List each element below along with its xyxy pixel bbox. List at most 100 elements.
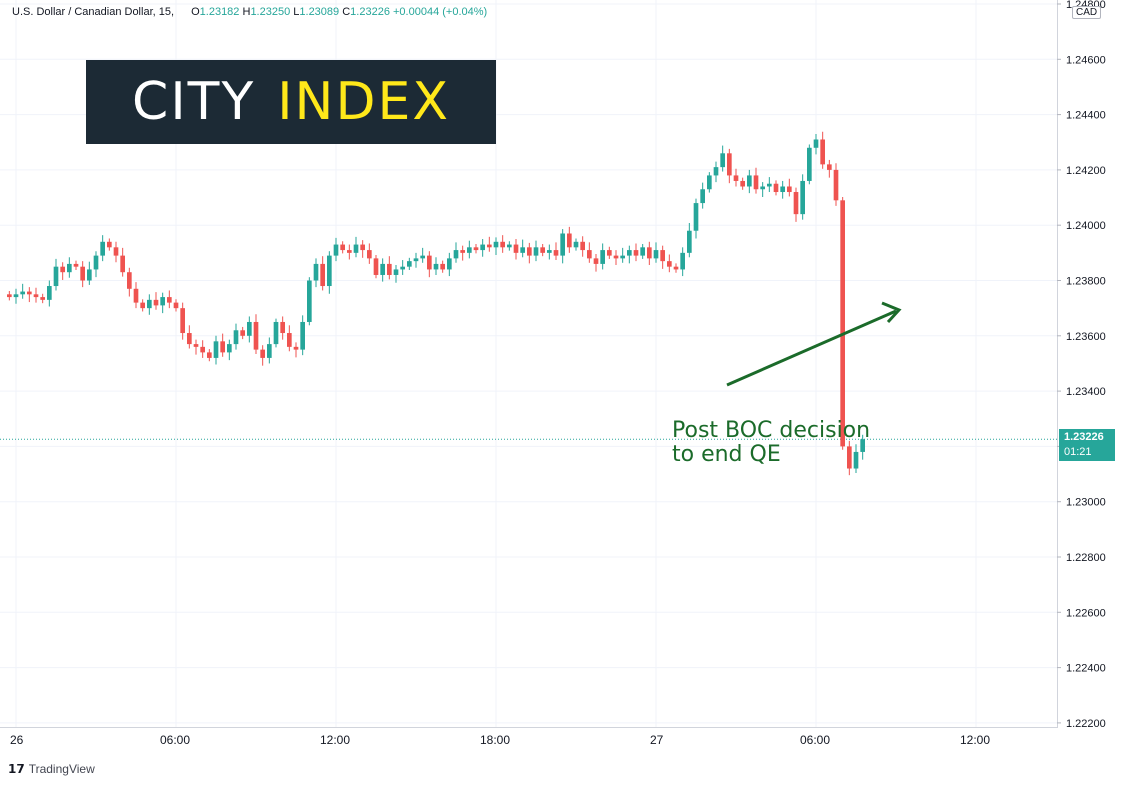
low-value: 1.23089 (299, 6, 340, 18)
candle-body (720, 153, 725, 168)
candle-body (67, 263, 72, 273)
candle-body (367, 250, 372, 259)
x-tick-label: 26 (10, 733, 24, 747)
candle-body (800, 180, 805, 215)
tradingview-footer[interactable]: 𝟭𝟳 TradingView (8, 762, 95, 776)
y-tick-label: 1.23800 (1066, 276, 1106, 288)
candle-body (567, 233, 572, 248)
candle-body (113, 247, 119, 256)
open-label: O (191, 6, 200, 18)
candle-body (440, 263, 445, 270)
candle-body (87, 269, 92, 281)
candle-body (707, 175, 712, 190)
candle-body (813, 139, 819, 148)
high-value: 1.23250 (250, 6, 291, 18)
y-tick-label: 1.22800 (1066, 552, 1106, 564)
candle-body (533, 247, 539, 256)
grid-lines (0, 0, 1057, 727)
candle-body (100, 241, 105, 256)
candle-body (293, 346, 299, 350)
candle-body (47, 286, 52, 300)
candle-body (560, 233, 565, 256)
candle-body (347, 250, 352, 253)
candle-body (520, 247, 525, 253)
candle-body (240, 330, 245, 336)
candle-body (407, 261, 412, 267)
candle-body (273, 321, 279, 345)
candle-body (353, 244, 359, 253)
candle-body (373, 258, 379, 275)
annotation-line-2: to end QE (672, 442, 781, 467)
time-axis[interactable]: 26 06:00 12:00 18:00 27 06:00 12:00 (10, 733, 990, 747)
candle-body (167, 297, 172, 303)
candle-body (120, 255, 125, 273)
candle-body (33, 294, 39, 298)
candle-body (73, 263, 79, 267)
candle-body (133, 288, 139, 303)
x-tick-label: 06:00 (160, 733, 190, 747)
candle-body (680, 252, 685, 270)
candle-body (253, 321, 259, 350)
tradingview-brand: TradingView (28, 762, 95, 776)
y-tick-label: 1.24000 (1066, 220, 1106, 232)
candle-body (840, 200, 845, 447)
candle-body (260, 349, 265, 358)
low-label: L (293, 6, 300, 18)
close-label: C (342, 6, 351, 18)
tradingview-logo-icon: 𝟭𝟳 (8, 762, 25, 776)
candle-body (687, 230, 692, 253)
candle-body (640, 247, 645, 256)
y-tick-label: 1.22400 (1066, 663, 1106, 675)
candle-body (413, 258, 419, 262)
candle-body (773, 183, 779, 193)
x-tick-label: 27 (650, 733, 664, 747)
candle-body (127, 272, 132, 289)
candle-body (547, 250, 552, 253)
candle-body (727, 153, 732, 176)
candle-body (647, 247, 652, 259)
candle-body (227, 344, 232, 353)
y-tick-label: 1.22200 (1066, 718, 1106, 730)
candle-body (507, 244, 512, 248)
bar-countdown: 01:21 (1064, 446, 1092, 458)
candle-body (807, 147, 812, 181)
y-tick-label: 1.24800 (1066, 0, 1106, 11)
candle-body (700, 189, 705, 204)
candle-body (220, 341, 225, 353)
candle-body (760, 186, 765, 190)
candle-body (267, 344, 272, 358)
candle-body (27, 291, 32, 295)
candle-body (827, 164, 832, 170)
candle-body (473, 247, 479, 251)
y-tick-label: 1.23400 (1066, 386, 1106, 398)
candle-body (360, 244, 365, 251)
candle-body (340, 244, 345, 251)
candle-body (467, 247, 472, 253)
candle-body (200, 346, 205, 353)
candle-body (573, 241, 579, 248)
candle-body (780, 186, 785, 193)
candle-body (787, 186, 792, 193)
open-value: 1.23182 (199, 6, 240, 18)
candle-body (387, 263, 392, 275)
candle-body (147, 299, 152, 309)
candle-body (733, 175, 739, 181)
currency-badge[interactable]: CAD (1072, 6, 1102, 19)
candle-body (333, 244, 339, 256)
candle-body (767, 183, 772, 187)
logo-word-index: INDEX (277, 72, 450, 132)
candle-body (600, 250, 605, 264)
candle-body (853, 451, 859, 469)
logo-word-city: CITY (132, 72, 256, 132)
candle-body (433, 263, 439, 270)
candle-body (747, 175, 752, 187)
city-index-logo: CITY INDEX (86, 60, 496, 144)
price-axis[interactable]: 1.24800 1.24600 1.24400 1.24200 1.24000 1.238… (1057, 0, 1106, 730)
candle-body (740, 180, 745, 187)
y-tick-label: 1.24600 (1066, 54, 1106, 66)
candle-body (233, 330, 239, 345)
candle-body (40, 297, 45, 300)
candle-body (80, 266, 85, 281)
candle-body (553, 250, 559, 256)
